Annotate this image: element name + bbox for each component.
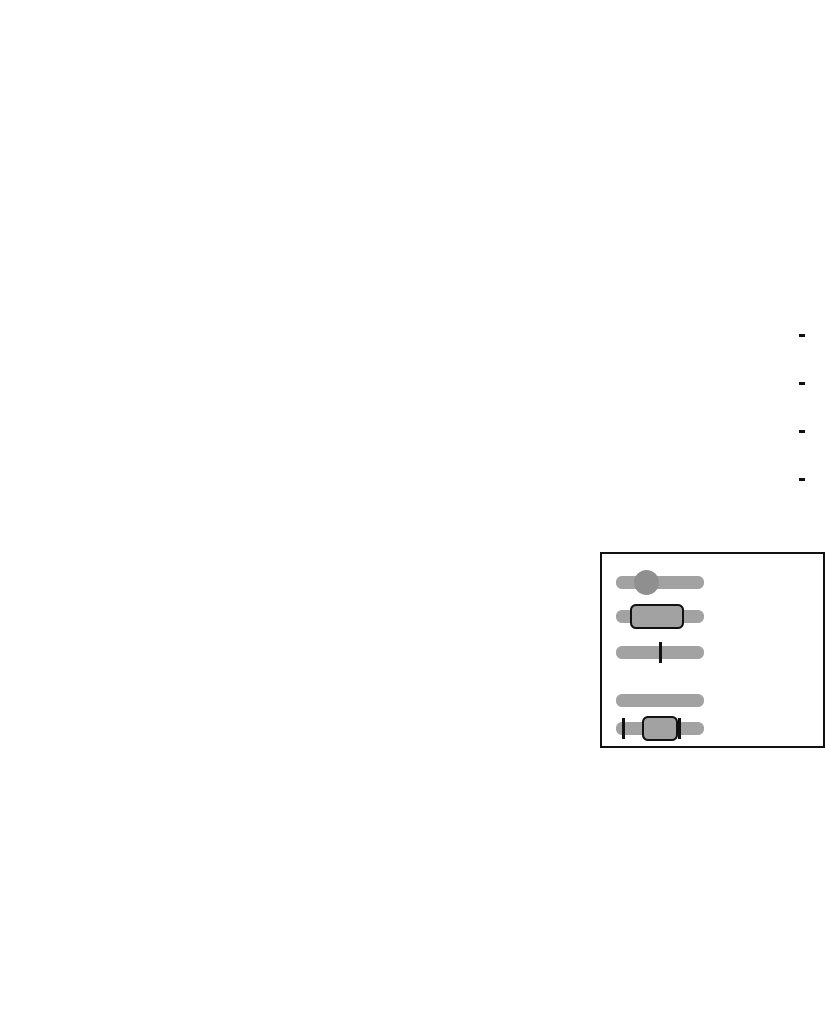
colorbar-tick-2 (799, 375, 806, 392)
colorbar-tick-1 (799, 327, 806, 344)
tick-dash (799, 430, 805, 433)
chromosome-bar-icon (616, 694, 704, 707)
translocation-tick-icon (678, 718, 681, 739)
duplication-icon (630, 604, 684, 629)
centromere-icon (634, 570, 659, 595)
tick-dash (799, 382, 805, 385)
chromosome-bar-icon (616, 576, 704, 589)
colorbar-tick-4 (799, 471, 806, 488)
legend-box (600, 552, 825, 748)
colorbar-tick-3 (799, 423, 806, 440)
translocation-tick-icon (622, 718, 625, 739)
tick-dash (799, 478, 805, 481)
tick-dash (799, 334, 805, 337)
translocation-box-icon (642, 716, 678, 741)
deletion-tick-icon (659, 642, 662, 663)
